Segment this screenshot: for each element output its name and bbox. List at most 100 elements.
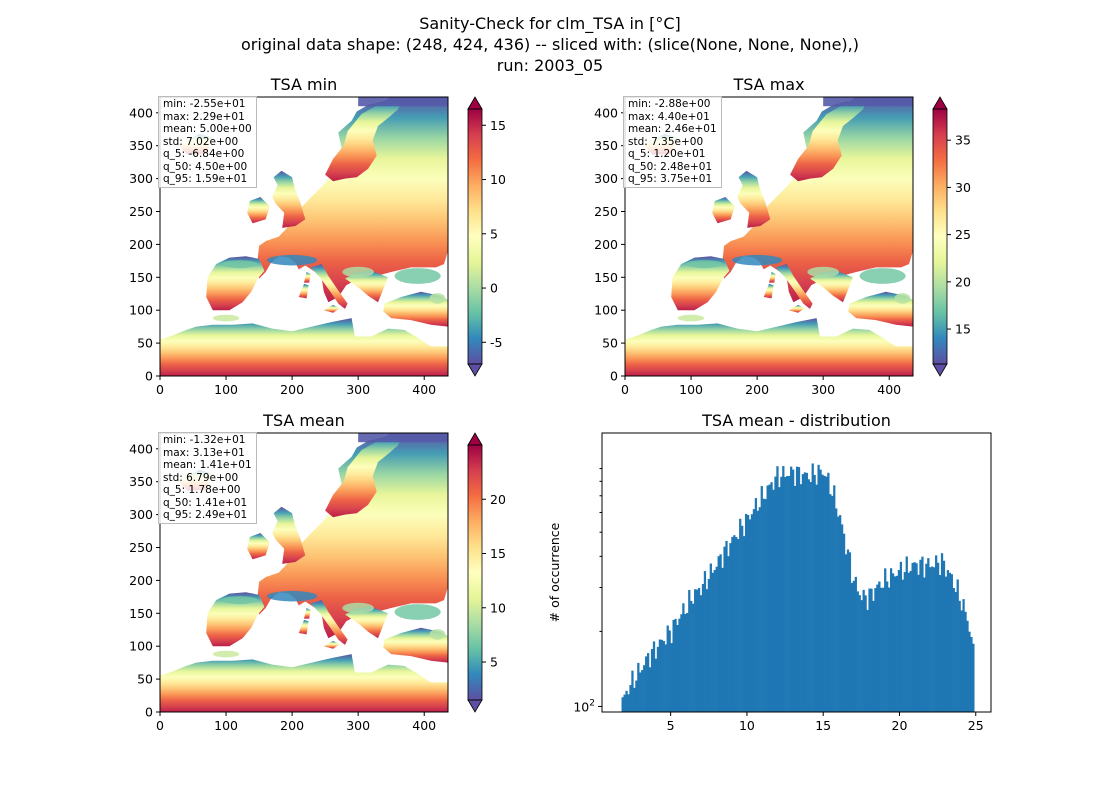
histogram-bar [817,464,820,712]
histogram-bar [884,568,887,712]
figure-title-line3: run: 2003_05 [496,56,604,75]
histogram-bars [621,463,975,712]
y-tick-label: 400 [129,441,153,456]
histogram-bar [866,609,869,712]
land-region [206,592,265,647]
land-region [247,197,270,224]
histogram-bar [852,580,855,712]
histogram-bar [658,639,662,712]
map-land [160,433,448,712]
histogram-bar [846,549,850,712]
land-region [810,270,853,303]
histogram-bar [895,575,899,712]
figure-title-line1: Sanity-Check for clm_TSA in [°C] [419,14,681,33]
stats-line: mean: 1.41e+01 [163,459,252,471]
histogram-bar [641,670,644,712]
histogram-bar [776,466,779,712]
colorbar-extend-bottom [932,363,948,377]
histogram-bar [886,581,889,712]
land-region [304,608,311,619]
histogram-bar [774,476,777,712]
colorbar-tick-label: 30 [955,180,971,195]
histogram-bar [862,589,865,712]
colorbar-extend-top [467,432,483,446]
histogram-bar [694,589,697,712]
histogram-bar [893,576,897,712]
x-tick-label: 400 [412,718,436,733]
histogram-bar [938,575,942,712]
histogram-bar [952,587,955,712]
histogram-bar [946,570,950,712]
histogram-bar [842,533,846,712]
map-land [625,97,913,376]
histogram-bar [919,559,922,712]
stats-line: min: -1.32e+01 [163,434,246,446]
y-axis-label: # of occurrence [547,522,562,622]
land-region [763,283,774,299]
histogram-bar [819,469,822,712]
colorbar-tick-label: 5 [490,226,498,241]
histogram-bar [750,514,754,712]
histogram-bar [858,595,861,712]
land-region [323,304,340,313]
histogram-bar [623,694,626,712]
x-tick-label: 400 [877,382,901,397]
histogram-bar [668,630,671,712]
histogram-bar [656,646,660,712]
colorbar-tick-label: 15 [955,322,971,337]
histogram-bar [621,697,624,712]
x-tick-label: 300 [811,382,835,397]
histogram-bar [705,589,709,712]
histogram-bar [770,482,773,712]
mountain-region [894,293,911,304]
histogram-bar [880,587,883,712]
land-region [255,433,448,639]
histogram-bar [713,570,716,712]
histogram-bar [788,475,791,712]
histogram-bar [929,567,932,712]
y-tick-label: 100 [129,303,153,318]
histogram-bar [933,567,936,712]
histogram-bar [829,494,832,712]
y-tick-label: 102 [573,698,595,714]
colorbar-tick-label: 20 [490,492,506,507]
colorbar-extend-top [467,96,483,110]
mountain-region [732,254,783,266]
stats-line: q_5: 1.78e+00 [163,484,241,496]
histogram-bar [686,612,689,712]
histogram-bar [793,485,797,712]
histogram-bar [925,563,928,712]
histogram-bar [795,466,799,712]
y-tick-label: 400 [594,105,618,120]
histogram-bar [964,611,967,712]
histogram-bar [719,554,722,712]
histogram-bar [670,643,673,712]
x-tick-label: 200 [280,382,304,397]
land-region [775,264,813,309]
land-region [323,640,340,649]
histogram-bar [660,639,663,712]
y-tick-label: 250 [129,204,153,219]
y-tick-label: 100 [129,639,153,654]
histogram-bar [690,600,693,712]
histogram-bar [652,641,656,712]
y-tick-label: 50 [137,336,153,351]
histogram-bar [678,618,681,712]
histogram-bar [872,600,875,712]
colorbar-tick-label: 0 [490,281,498,296]
colorbar-frame [932,108,948,365]
histogram-bar [958,600,961,712]
y-tick-label: 0 [145,705,153,720]
x-tick-label: 25 [968,718,984,733]
histogram-bar [889,568,893,712]
stats-line: min: -2.88e+00 [628,98,711,110]
colorbar-tick-label: 15 [490,118,506,133]
y-tick-label: 150 [129,606,153,621]
histogram-bar [688,589,691,712]
land-region [769,272,776,283]
mountain-region [859,268,906,284]
histogram-bar [831,495,834,712]
y-tick-label: 200 [129,237,153,252]
histogram-bar [915,563,918,712]
land-region [625,318,913,376]
